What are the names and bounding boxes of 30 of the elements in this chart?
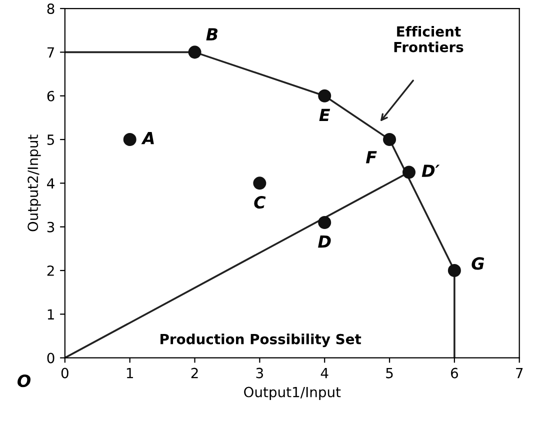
x-tick-label: 4 <box>320 368 328 378</box>
x-tick-label: 1 <box>126 368 133 378</box>
x-axis-title: Output1/Input <box>244 386 341 400</box>
y-tick-label: 8 <box>47 3 54 14</box>
y-axis-title: Output2/Input <box>28 134 41 232</box>
x-tick-label: 5 <box>386 368 393 378</box>
y-tick-label: 0 <box>47 352 54 364</box>
x-tick-label: 6 <box>450 368 458 378</box>
annotation: Production Possibility Set <box>160 334 362 348</box>
annotation: A <box>141 132 154 144</box>
x-tick-label: 3 <box>256 368 263 378</box>
annotation: C <box>254 196 266 209</box>
annotation: B <box>206 28 218 40</box>
y-tick-label: 3 <box>47 222 54 232</box>
annotation: D′ <box>422 164 440 177</box>
annotation: Efficient Frontiers <box>394 26 464 52</box>
y-tick-label: 6 <box>47 90 54 102</box>
annotation: F <box>366 151 377 164</box>
x-tick-label: 0 <box>61 368 68 378</box>
y-tick-label: 4 <box>47 178 54 188</box>
annotation: G <box>472 257 484 270</box>
y-tick-label: 7 <box>48 47 54 58</box>
annotation: E <box>319 108 330 122</box>
y-tick-label: 2 <box>47 265 54 276</box>
annotation: D <box>318 235 331 248</box>
text: O <box>18 374 30 388</box>
x-tick-label: 7 <box>516 368 523 378</box>
y-tick-label: 5 <box>47 134 54 145</box>
y-tick-label: 1 <box>48 309 54 320</box>
x-tick-label: 2 <box>191 368 198 378</box>
